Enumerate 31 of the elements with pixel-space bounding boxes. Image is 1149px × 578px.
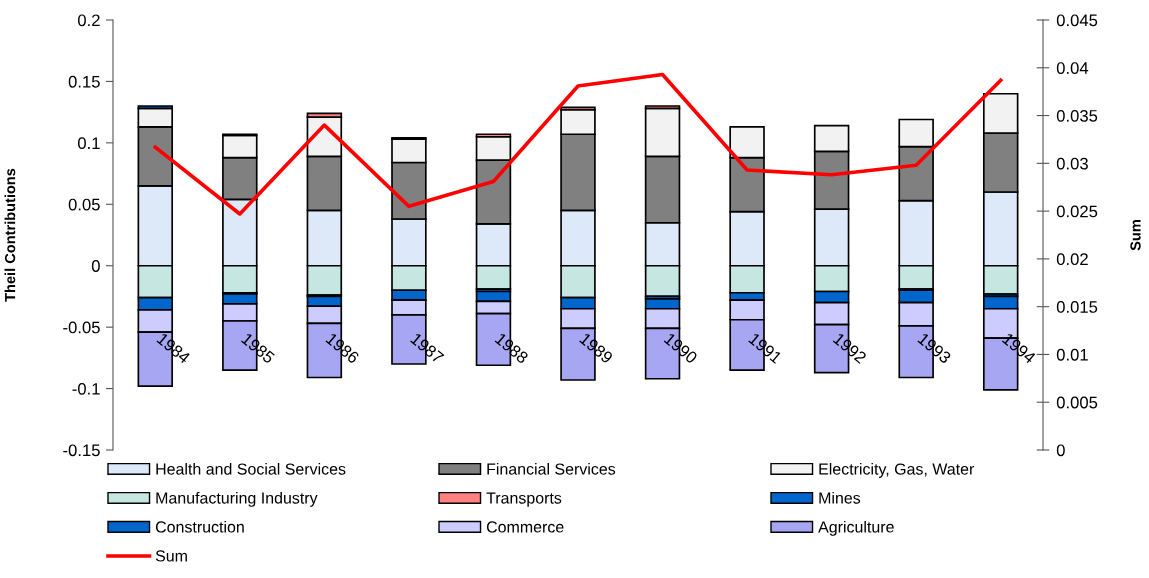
y2-tick-label: 0.03	[1056, 157, 1088, 170]
y-tick-label: 0	[91, 260, 100, 272]
y-axis-title: Theil Contributions	[4, 168, 16, 302]
y2-tick-label: 0.04	[1056, 62, 1089, 74]
y-tick-label: -0.05	[63, 321, 100, 334]
legend-label: Mines	[819, 491, 861, 504]
y-tick-label: 0.2	[77, 14, 100, 27]
y2-axis-title: Sum	[1130, 220, 1141, 251]
y-tick-label: 0.05	[68, 198, 100, 211]
legend-label: Manufacturing Industry	[156, 491, 318, 507]
y-tick-label: 0.15	[68, 75, 100, 88]
legend-label: Financial Services	[487, 463, 616, 475]
y-tick-label: -0.15	[63, 444, 100, 457]
y-tick-label: 0.1	[77, 137, 100, 150]
legend-label: Construction	[155, 520, 244, 533]
y2-tick-label: 0	[1056, 444, 1065, 457]
y2-tick-label: 0.02	[1056, 253, 1088, 266]
legend-label: Commerce	[486, 521, 564, 533]
legend-label: Transports	[486, 492, 562, 507]
legend-label: Agriculture	[818, 520, 894, 536]
y2-tick-label: 0.005	[1056, 396, 1098, 409]
y2-tick-label: 0.045	[1056, 14, 1098, 27]
y2-tick-label: 0.035	[1056, 109, 1098, 122]
legend-label: Health and Social Services	[156, 463, 346, 475]
legend-label: Electricity, Gas, Water	[819, 463, 975, 478]
x-tick-label: 1987	[410, 332, 445, 364]
y2-tick-label: 0.01	[1056, 348, 1088, 361]
y2-tick-label: 0.015	[1056, 301, 1098, 313]
y2-tick-label: 0.025	[1056, 205, 1098, 218]
y-tick-label: -0.1	[72, 382, 100, 395]
legend-label: Sum	[155, 550, 187, 562]
